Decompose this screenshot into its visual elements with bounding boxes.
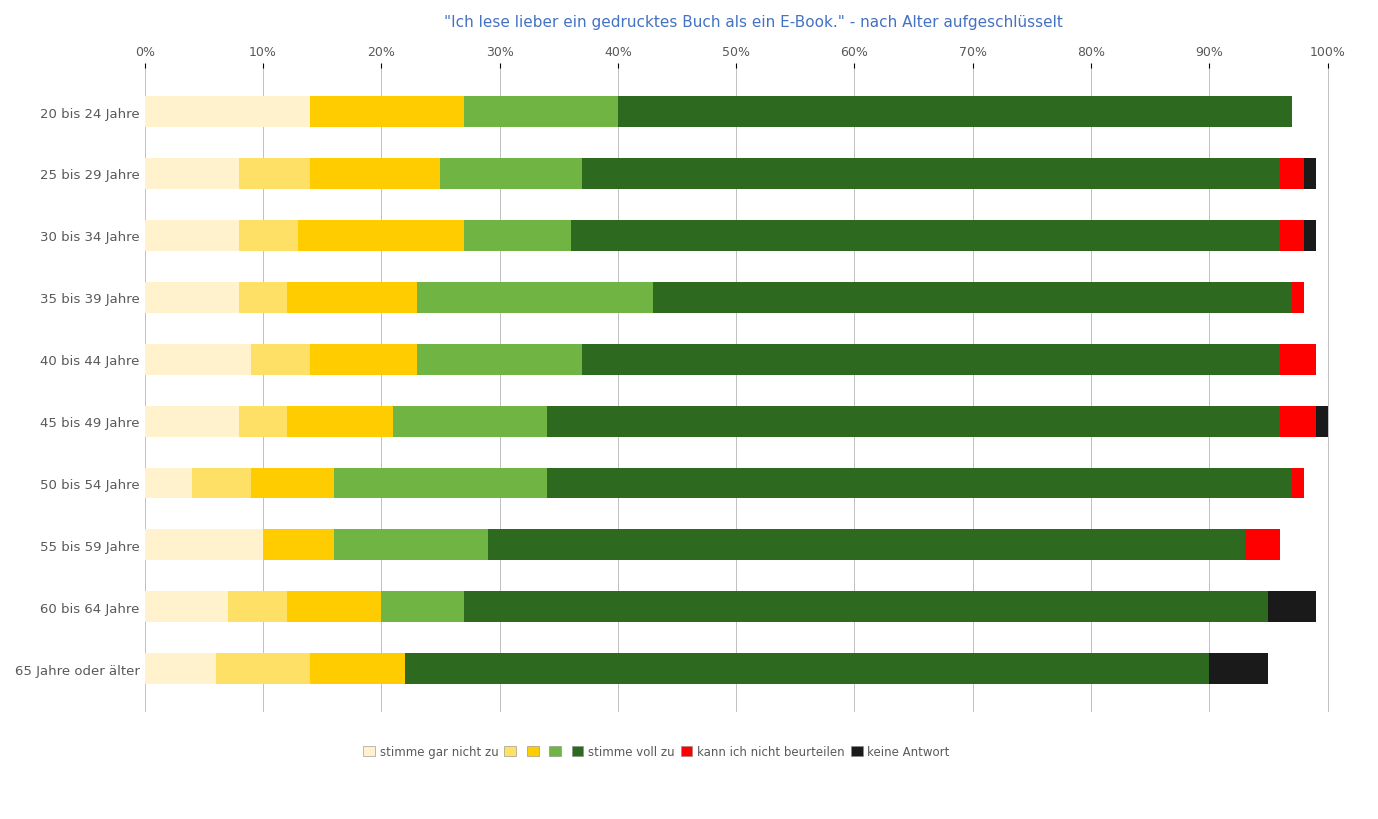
Title: "Ich lese lieber ein gedrucktes Buch als ein E-Book." - nach Alter aufgeschlüsse: "Ich lese lieber ein gedrucktes Buch als… (445, 15, 1064, 30)
Bar (145, 159, 240, 190)
Bar (1304, 220, 1316, 251)
Bar (227, 591, 287, 622)
Bar (1280, 344, 1316, 375)
Bar (145, 283, 240, 314)
Bar (617, 97, 1293, 128)
Bar (1268, 591, 1316, 622)
Bar (310, 344, 416, 375)
Bar (441, 159, 583, 190)
Bar (145, 468, 192, 499)
Bar (1316, 406, 1327, 437)
Bar (240, 406, 287, 437)
Bar (583, 159, 1280, 190)
Bar (464, 591, 1268, 622)
Bar (1280, 406, 1316, 437)
Bar (464, 97, 617, 128)
Bar (287, 591, 382, 622)
Bar (240, 220, 299, 251)
Bar (251, 344, 310, 375)
Bar (240, 159, 310, 190)
Bar (251, 468, 333, 499)
Bar (192, 468, 251, 499)
Bar (145, 406, 240, 437)
Bar (488, 530, 1244, 561)
Bar (216, 654, 310, 685)
Bar (299, 220, 464, 251)
Bar (333, 530, 488, 561)
Bar (416, 283, 653, 314)
Bar (1280, 220, 1304, 251)
Bar (310, 97, 464, 128)
Bar (240, 283, 287, 314)
Bar (287, 406, 393, 437)
Bar (1293, 468, 1304, 499)
Bar (583, 344, 1280, 375)
Bar (1210, 654, 1268, 685)
Bar (310, 159, 441, 190)
Bar (547, 468, 1293, 499)
Bar (1304, 159, 1316, 190)
Bar (145, 654, 216, 685)
Legend: stimme gar nicht zu, , , , stimme voll zu, kann ich nicht beurteilen, keine Antw: stimme gar nicht zu, , , , stimme voll z… (357, 740, 955, 764)
Bar (1293, 283, 1304, 314)
Bar (1280, 159, 1304, 190)
Bar (570, 220, 1280, 251)
Bar (464, 220, 570, 251)
Bar (382, 591, 464, 622)
Bar (405, 654, 1210, 685)
Bar (547, 406, 1280, 437)
Bar (263, 530, 333, 561)
Bar (1244, 530, 1280, 561)
Bar (416, 344, 583, 375)
Bar (393, 406, 547, 437)
Bar (310, 654, 405, 685)
Bar (145, 97, 310, 128)
Bar (287, 283, 416, 314)
Bar (145, 591, 227, 622)
Bar (333, 468, 547, 499)
Bar (653, 283, 1293, 314)
Bar (145, 220, 240, 251)
Bar (145, 344, 251, 375)
Bar (145, 530, 263, 561)
